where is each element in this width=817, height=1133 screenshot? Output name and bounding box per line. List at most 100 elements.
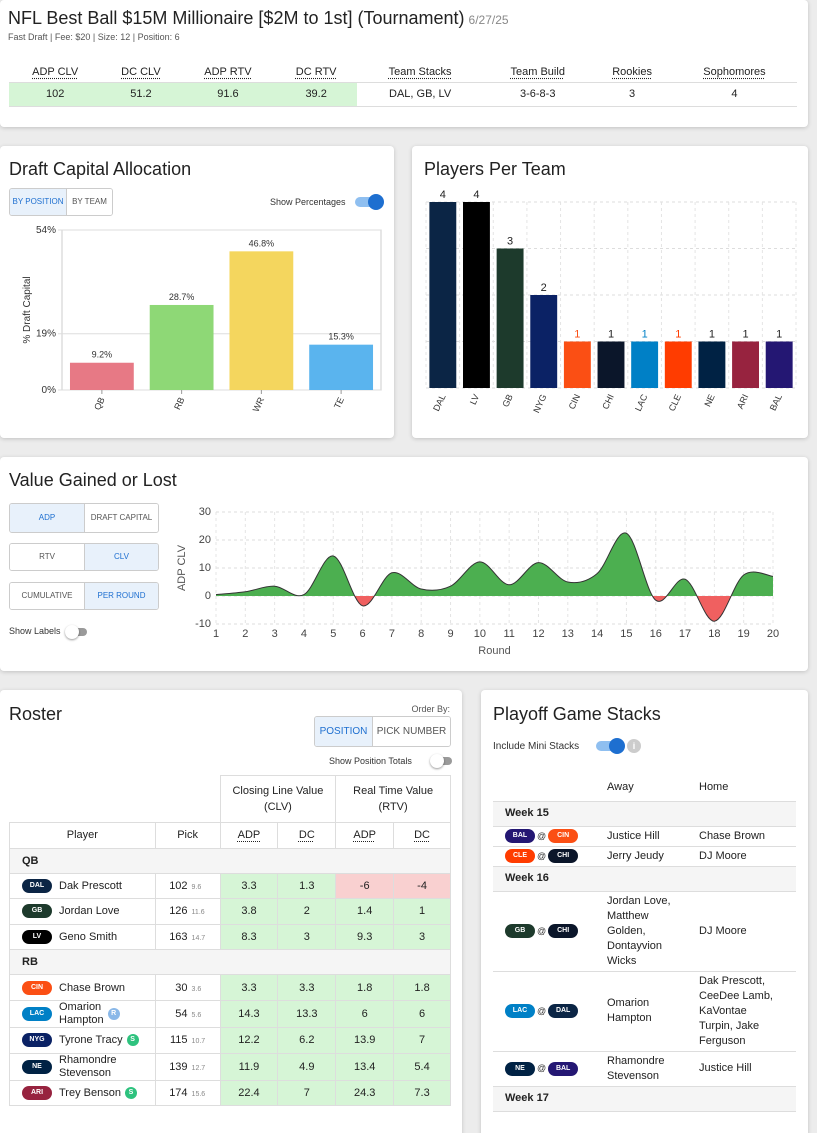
clv-button[interactable]: CLV: [84, 544, 158, 570]
dc-clv-cell: 3: [277, 923, 337, 951]
table-row[interactable]: NYG Tyrone Tracy S 115 10.7 12.2 6.2 13.9 7: [9, 1026, 451, 1054]
draft-capital-button[interactable]: DRAFT CAPITAL: [84, 504, 158, 532]
x-tick-label: 9: [447, 628, 453, 640]
column-header-adp-rtv[interactable]: ADP: [335, 822, 395, 849]
summary-header[interactable]: Team Build: [510, 65, 565, 78]
bar-value-label: 9.2%: [92, 350, 113, 360]
show-percentages-toggle[interactable]: [355, 194, 384, 210]
column-header-away: Away: [607, 774, 699, 802]
week-row: Week 16: [493, 866, 796, 892]
summary-header[interactable]: ADP RTV: [204, 65, 252, 78]
bar: [597, 341, 625, 388]
bar: [698, 341, 726, 388]
draft-date: 6/27/25: [468, 13, 509, 27]
column-header-dc-rtv[interactable]: DC: [393, 822, 451, 849]
by-team-button[interactable]: BY TEAM: [66, 189, 112, 215]
negative-area: [216, 596, 773, 622]
y-axis-label: ADP CLV: [176, 544, 188, 591]
summary-header[interactable]: DC RTV: [295, 65, 337, 78]
cumulative-button[interactable]: CUMULATIVE: [10, 583, 84, 609]
adp-clv-cell: 3.8: [219, 898, 279, 925]
by-position-button[interactable]: BY POSITION: [10, 189, 66, 215]
y-axis-label: % Draft Capital: [22, 276, 33, 343]
positive-area: [216, 533, 773, 596]
bar-value-label: 1: [709, 329, 715, 341]
bar: [429, 202, 457, 388]
roster-table: Closing Line Value (CLV) Real Time Value(…: [9, 775, 451, 1107]
pick-round: 3.6: [191, 985, 202, 993]
home-players: DJ Moore: [699, 846, 796, 867]
dc-rtv-cell: -4: [393, 872, 451, 900]
away-team-logo: NE: [505, 1061, 535, 1076]
summary-header[interactable]: Sophomores: [703, 65, 766, 78]
player-cell: CIN Chase Brown: [9, 974, 156, 1001]
summary-header[interactable]: Rookies: [612, 65, 652, 78]
adp-button[interactable]: ADP: [10, 504, 84, 532]
show-labels-toggle[interactable]: [65, 625, 87, 639]
order-pick-number-button[interactable]: PICK NUMBER: [372, 717, 450, 746]
column-header-home: Home: [699, 774, 796, 802]
order-position-button[interactable]: POSITION: [315, 717, 372, 746]
table-row[interactable]: LACOmarion HamptonR 54 5.6 14.3 13.3 6 6: [9, 999, 451, 1028]
player-name: Trey Benson: [59, 1086, 121, 1099]
summary-value: 3: [592, 81, 672, 107]
bar: [309, 344, 374, 390]
x-tick-label: 11: [503, 628, 514, 640]
info-icon[interactable]: i: [627, 739, 641, 753]
player-name: Dak Prescott: [59, 879, 122, 892]
game-row[interactable]: NE @ BAL Rhamondre Stevenson Justice Hill: [493, 1051, 796, 1087]
show-position-totals-toggle[interactable]: [430, 754, 452, 768]
rtv-button[interactable]: RTV: [10, 544, 84, 570]
game-row[interactable]: LAC @ DAL Omarion Hampton Dak Prescott, CeeD…: [493, 971, 796, 1052]
x-tick-label: RB: [172, 396, 186, 412]
per-round-button[interactable]: PER ROUND: [84, 583, 158, 609]
column-header-pick[interactable]: Pick: [154, 822, 221, 849]
x-tick-label: NYG: [531, 393, 548, 415]
x-tick-label: 1: [213, 628, 219, 640]
column-header-adp-clv[interactable]: ADP: [219, 822, 279, 849]
game-row[interactable]: CLE @ CHI Jerry Jeudy DJ Moore: [493, 846, 796, 867]
table-row[interactable]: DAL Dak Prescott 102 9.6 3.3 1.3 -6 -4: [9, 872, 451, 900]
table-row[interactable]: ARI Trey Benson S 174 15.6 22.4 7 24.3 7.3: [9, 1079, 451, 1107]
table-row[interactable]: LV Geno Smith 163 14.7 8.3 3 9.3 3: [9, 923, 451, 951]
game-row[interactable]: BAL @ CIN Justice Hill Chase Brown: [493, 826, 796, 847]
sophomore-badge: S: [126, 1034, 139, 1047]
dc-clv-cell: 4.9: [277, 1052, 337, 1081]
column-header-dc-clv[interactable]: DC: [277, 822, 337, 849]
x-tick-label: LAC: [633, 392, 650, 413]
summary-header[interactable]: ADP CLV: [32, 65, 79, 78]
summary-value: DAL, GB, LV: [356, 81, 484, 107]
x-tick-label: LV: [468, 393, 481, 407]
position-group-row: QB: [9, 847, 451, 874]
game-row[interactable]: GB @ CHI Jordan Love, Matthew Golden, Donta…: [493, 891, 796, 972]
summary-header[interactable]: DC CLV: [121, 65, 161, 78]
summary-header[interactable]: Team Stacks: [388, 65, 452, 78]
column-header-player[interactable]: Player: [9, 822, 156, 849]
include-mini-stacks-toggle[interactable]: [596, 738, 625, 754]
draft-capital-toggle: BY POSITION BY TEAM: [9, 188, 113, 216]
player-cell: GB Jordan Love: [9, 898, 156, 925]
bar: [229, 251, 294, 390]
bar-value-label: 2: [541, 282, 547, 294]
bar-value-label: 46.8%: [249, 238, 275, 248]
x-tick-label: CLE: [667, 393, 683, 413]
player-cell: DAL Dak Prescott: [9, 872, 156, 900]
y-tick-label: 30: [199, 506, 211, 518]
away-players: Rhamondre Stevenson: [607, 1051, 699, 1087]
dc-rtv-cell: 1.8: [393, 974, 451, 1001]
home-players: Chase Brown: [699, 826, 796, 847]
table-row[interactable]: CIN Chase Brown 30 3.6 3.3 3.3 1.8 1.8: [9, 974, 451, 1001]
order-by-label: Order By:: [411, 704, 450, 714]
table-row[interactable]: NE Rhamondre Stevenson 139 12.7 11.9 4.9 13.4 5.…: [9, 1052, 451, 1081]
home-team-logo: CHI: [548, 924, 579, 938]
include-mini-stacks-label: Include Mini Stacks: [493, 741, 580, 752]
table-row[interactable]: GB Jordan Love 126 11.6 3.8 2 1.4 1: [9, 898, 451, 925]
pick-round: 10.7: [191, 1038, 206, 1046]
bar-value-label: 28.7%: [169, 292, 195, 302]
dc-clv-cell: 3.3: [277, 974, 337, 1001]
adp-clv-cell: 8.3: [219, 923, 279, 951]
adp-rtv-cell: -6: [335, 872, 395, 900]
team-logo: NE: [22, 1059, 52, 1074]
bar-value-label: 1: [608, 329, 614, 341]
away-players: Justice Hill: [607, 826, 699, 847]
